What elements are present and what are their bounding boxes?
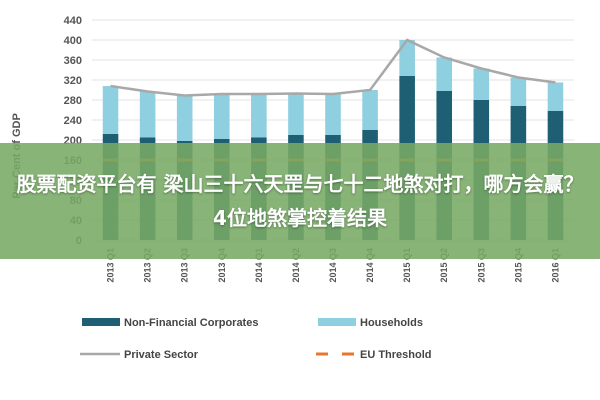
legend-label: Non-Financial Corporates bbox=[124, 317, 258, 329]
bar-households bbox=[547, 82, 564, 111]
legend-swatch bbox=[318, 318, 356, 326]
y-tick-label: 400 bbox=[64, 35, 82, 47]
x-tick-label: 2015 Q4 bbox=[513, 248, 523, 283]
bar-households bbox=[473, 68, 490, 100]
x-tick-label: 2016 Q1 bbox=[550, 248, 560, 283]
legend: Non-Financial Corporates Households Privat… bbox=[80, 317, 432, 361]
bar-households bbox=[213, 94, 230, 139]
legend-label: EU Threshold bbox=[360, 349, 432, 361]
x-tick-label: 2014 Q2 bbox=[291, 248, 301, 283]
x-tick-label: 2015 Q2 bbox=[439, 248, 449, 283]
y-tick-label: 240 bbox=[64, 115, 82, 127]
bar-households bbox=[399, 40, 415, 76]
legend-swatch bbox=[82, 318, 120, 326]
overlay-banner-text: 股票配资平台有 梁山三十六天罡与七十二地煞对打，哪方会赢？4位地煞掌控着结果 bbox=[16, 172, 584, 230]
x-tick-label: 2013 Q4 bbox=[217, 248, 227, 283]
x-tick-label: 2013 Q1 bbox=[106, 248, 116, 283]
overlay-banner: 股票配资平台有 梁山三十六天罡与七十二地煞对打，哪方会赢？4位地煞掌控着结果 bbox=[0, 143, 600, 259]
line-private-sector bbox=[110, 38, 556, 97]
bar-households bbox=[436, 57, 453, 91]
x-tick-label: 2014 Q1 bbox=[254, 248, 264, 283]
x-tick-label: 2013 Q2 bbox=[143, 248, 153, 283]
bar-households bbox=[102, 86, 119, 134]
bar-households bbox=[510, 77, 527, 106]
bar-households bbox=[288, 93, 304, 135]
x-tick-label: 2015 Q1 bbox=[402, 248, 412, 283]
x-tick-label: 2015 Q3 bbox=[476, 248, 486, 283]
y-tick-label: 440 bbox=[64, 15, 82, 27]
x-tick-label: 2013 Q3 bbox=[180, 248, 190, 283]
bar-households bbox=[176, 95, 193, 141]
y-tick-label: 280 bbox=[64, 95, 82, 107]
legend-label: Households bbox=[360, 317, 423, 329]
y-tick-label: 360 bbox=[64, 55, 82, 67]
x-axis-ticks: 2013 Q1 2013 Q2 2013 Q3 2013 Q4 2014 Q1 2014 … bbox=[106, 248, 561, 283]
legend-label: Private Sector bbox=[124, 349, 199, 361]
bar-households bbox=[325, 94, 341, 135]
bar-households bbox=[251, 94, 267, 138]
bar-households bbox=[139, 91, 156, 138]
x-tick-label: 2014 Q3 bbox=[328, 248, 338, 283]
bar-households bbox=[362, 90, 378, 130]
x-tick-label: 2014 Q4 bbox=[365, 248, 375, 283]
y-tick-label: 320 bbox=[64, 75, 82, 87]
